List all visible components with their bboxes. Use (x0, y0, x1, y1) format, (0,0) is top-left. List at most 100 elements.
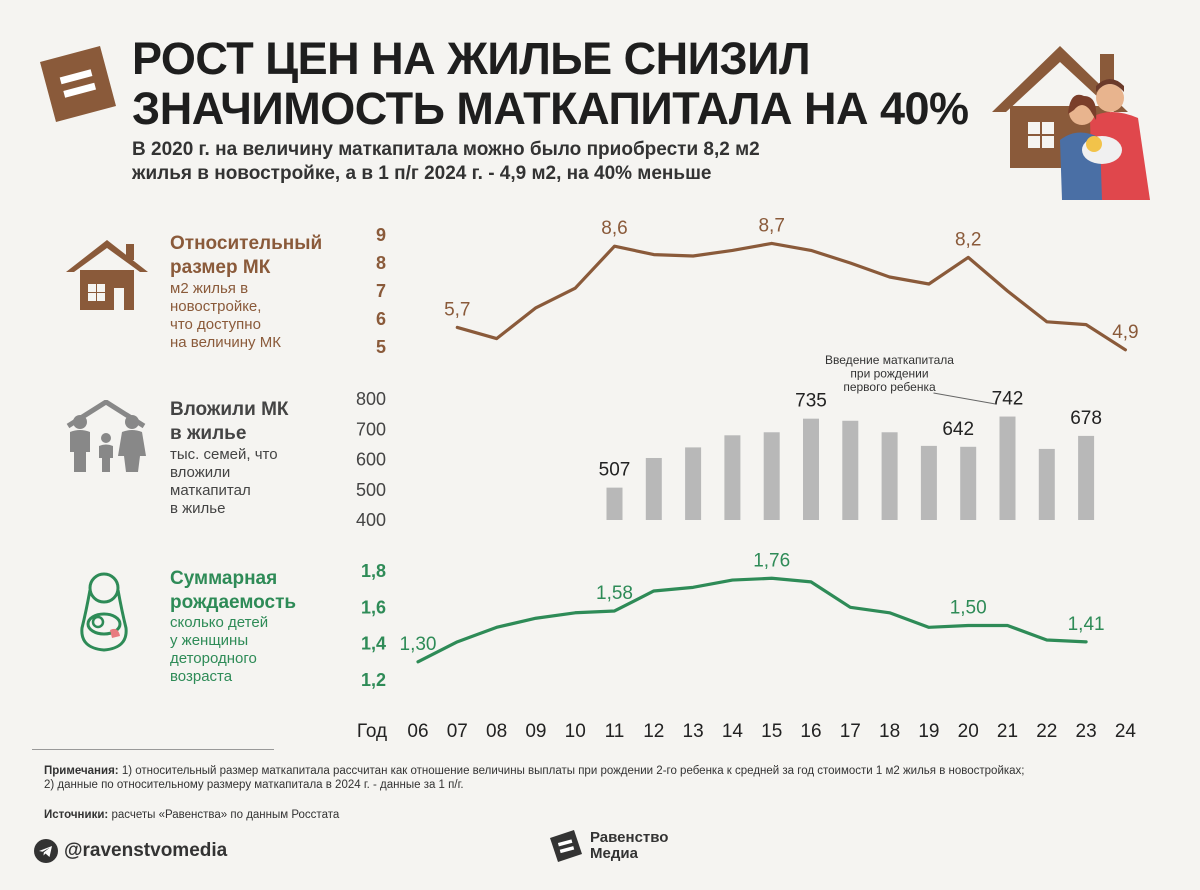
invested-bar (1038, 448, 1055, 520)
relative-size-y-tick: 7 (376, 281, 386, 301)
x-tick-label: 12 (643, 721, 664, 742)
x-axis-label: Год (357, 721, 387, 742)
relative-size-data-label: 8,6 (601, 218, 627, 239)
invested-y-tick: 500 (356, 480, 386, 500)
fertility-data-label: 1,58 (596, 583, 633, 604)
x-tick-label: 13 (683, 721, 704, 742)
relative-size-y-tick: 6 (376, 309, 386, 329)
notes-text-2: 2) данные по относительному размеру матк… (44, 779, 464, 791)
invested-desc-line: маткапитал (170, 482, 251, 499)
telegram-icon (34, 839, 58, 863)
invested-y-tick: 800 (356, 389, 386, 409)
title-line-1: Рост цен на жилье снизил (132, 33, 811, 84)
fertility-desc-line: сколько детей (170, 614, 269, 631)
relative-size-title: Относительный размер МК (170, 232, 322, 280)
invested-title: Вложили МК в жилье (170, 398, 289, 446)
invested-bar (803, 418, 819, 520)
invested-data-label: 742 (992, 389, 1024, 410)
notes-label: Примечания: (44, 765, 119, 777)
x-tick-label: 21 (997, 721, 1018, 742)
x-tick-label: 15 (761, 721, 782, 742)
invested-bar (724, 435, 741, 520)
footnotes: Примечания: 1) относительный размер матк… (44, 764, 1164, 792)
relative-size-line (455, 241, 1128, 352)
x-tick-label: 16 (800, 721, 821, 742)
page-title: Рост цен на жилье снизил значимость матк… (132, 34, 972, 134)
invested-data-label: 735 (795, 391, 827, 412)
fertility-line (416, 576, 1088, 664)
x-tick-label: 06 (407, 721, 428, 742)
x-tick-label: 17 (840, 721, 861, 742)
house-icon (66, 240, 148, 310)
relative-size-data-label: 4,9 (1112, 322, 1138, 343)
subtitle-line-1: В 2020 г. на величину маткапитала можно … (132, 139, 760, 160)
x-tick-label: 08 (486, 721, 507, 742)
footer-divider (32, 749, 274, 750)
invested-bar (1078, 435, 1095, 520)
invested-bar (881, 432, 898, 520)
relative-size-data-label: 5,7 (444, 299, 470, 320)
fertility-y-tick: 1,2 (361, 670, 386, 690)
invested-y-tick: 400 (356, 510, 386, 530)
x-tick-label: 20 (958, 721, 979, 742)
x-tick-label: 11 (605, 721, 625, 742)
fertility-y-tick: 1,4 (361, 634, 386, 654)
invested-title-line-1: Вложили МК (170, 399, 289, 420)
relative-size-desc-line: новостройке, (170, 298, 262, 315)
x-tick-label: 24 (1115, 721, 1137, 742)
fertility-y-tick: 1,6 (361, 597, 386, 617)
fertility-title: Суммарная рождаемость (170, 567, 296, 615)
annotation-text: Введение маткапитала (825, 353, 954, 367)
relative-size-desc-line: м2 жилья в (170, 280, 249, 297)
sources-text: расчеты «Равенства» по данным Росстата (111, 809, 340, 821)
fertility-desc-line: у женщины (170, 632, 249, 649)
relative-size-title-line-2: размер МК (170, 257, 271, 278)
relative-size-desc-line: что доступно (170, 316, 261, 333)
invested-bar (842, 420, 859, 520)
invested-desc-line: в жилье (170, 500, 226, 517)
footnote-line-1: Примечания: 1) относительный размер матк… (44, 764, 1164, 778)
brand-name-line-2: Медиа (590, 845, 638, 862)
mother-child-icon (80, 572, 128, 652)
invested-bar (645, 457, 662, 520)
fertility-description: сколько детей у женщины детородного возр… (170, 614, 268, 686)
subtitle-line-2: жилья в новостройке, а в 1 п/г 2024 г. -… (132, 163, 712, 184)
relative-size-title-line-1: Относительный (170, 233, 323, 254)
invested-y-tick: 700 (356, 419, 386, 439)
fertility-desc-line: возраста (170, 668, 233, 685)
social-handle[interactable]: @ravenstvomedia (64, 840, 228, 861)
fertility-title-line-2: рождаемость (170, 592, 297, 613)
x-tick-label: 22 (1036, 721, 1057, 742)
invested-bar (763, 432, 780, 520)
fertility-title-line-1: Суммарная (170, 568, 278, 589)
x-tick-label: 10 (565, 721, 586, 742)
x-tick-label: 09 (525, 721, 546, 742)
invested-bar (685, 447, 702, 520)
sources-label: Источники: (44, 809, 109, 821)
x-tick-label: 07 (447, 721, 468, 742)
invested-title-line-2: в жилье (170, 423, 247, 444)
annotation-text: при рождении (850, 367, 928, 381)
x-tick-label: 19 (918, 721, 939, 742)
fertility-data-label: 1,30 (400, 634, 437, 655)
family-house-illustration (992, 46, 1150, 200)
x-tick-label: 18 (879, 721, 900, 742)
fertility-data-label: 1,50 (950, 598, 987, 619)
invested-y-tick: 600 (356, 450, 386, 470)
invested-data-label: 678 (1070, 408, 1102, 429)
brand-logo-badge (40, 46, 116, 122)
page-subtitle: В 2020 г. на величину маткапитала можно … (132, 138, 952, 186)
relative-size-data-label: 8,2 (955, 229, 981, 250)
invested-bar (920, 445, 937, 520)
relative-size-y-tick: 9 (376, 225, 386, 245)
invested-data-label: 507 (599, 460, 631, 481)
fertility-y-tick: 1,8 (361, 561, 386, 581)
invested-description: тыс. семей, что вложили маткапитал в жил… (170, 446, 278, 518)
invested-desc-line: вложили (170, 464, 231, 481)
social-link[interactable]: @ravenstvomedia (34, 838, 227, 864)
annotation-text: первого ребенка (843, 380, 936, 394)
relative-size-desc-line: на величину МК (170, 334, 281, 351)
relative-size-description: м2 жилья в новостройке, что доступно на … (170, 280, 281, 352)
title-line-2: значимость маткапитала на 40% (132, 83, 969, 134)
